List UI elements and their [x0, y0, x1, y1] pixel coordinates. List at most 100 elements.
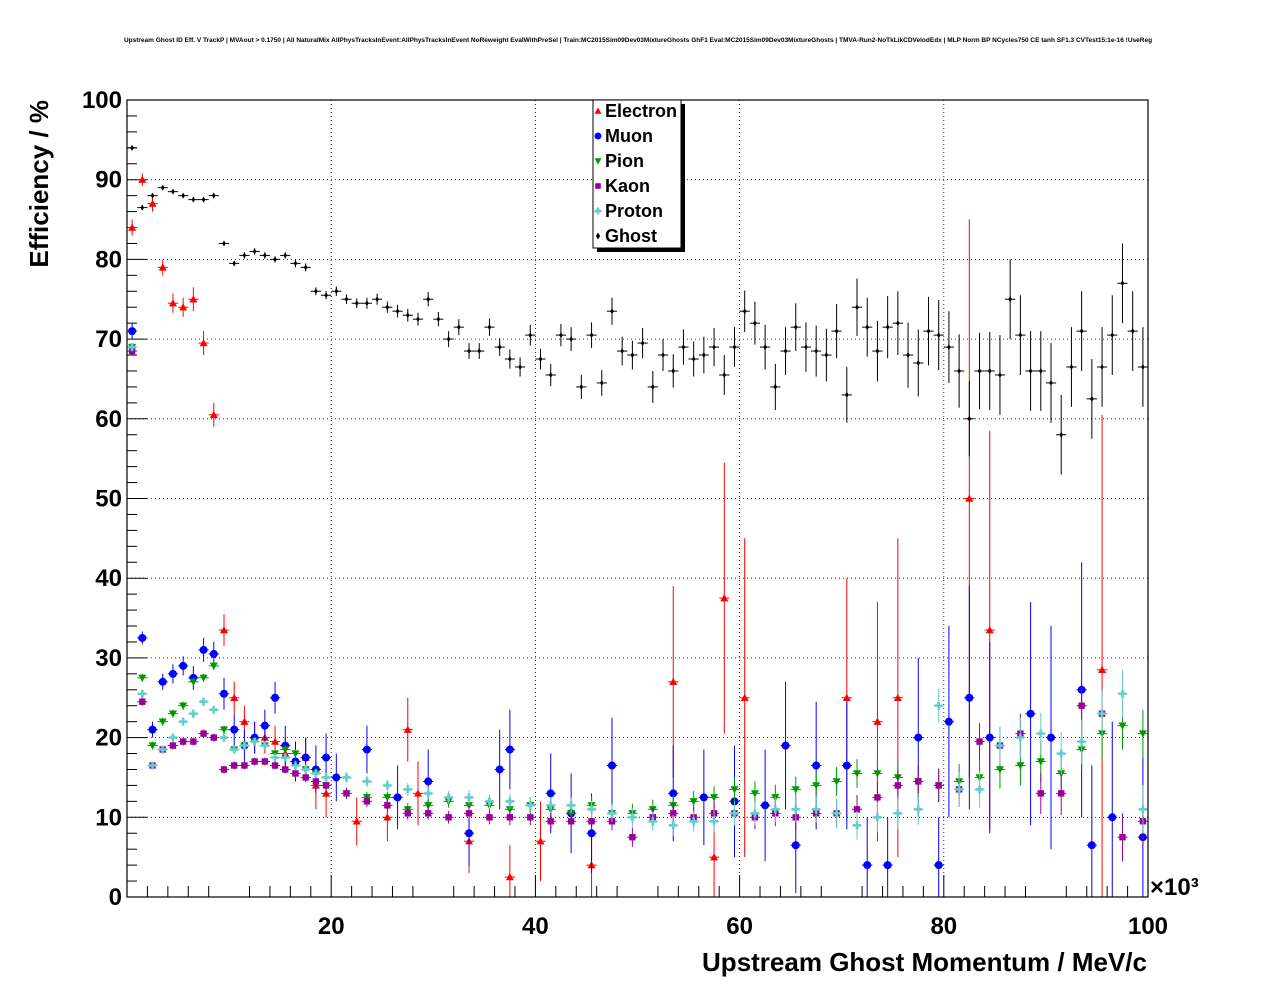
series-ghost — [127, 144, 1148, 475]
data-point — [208, 641, 219, 666]
data-point — [269, 753, 281, 762]
data-point — [188, 709, 199, 718]
x-tick-label: 80 — [930, 913, 957, 940]
data-point — [361, 775, 373, 788]
legend-label: Muon — [605, 126, 653, 146]
data-point — [239, 761, 250, 770]
data-point — [341, 294, 352, 305]
data-point — [1137, 785, 1148, 834]
data-point — [545, 797, 556, 814]
data-point — [198, 637, 209, 662]
legend: Electron Muon Pion Kaon Proton Ghost — [592, 99, 685, 252]
y-tick-label: 30 — [95, 645, 122, 672]
data-point — [1035, 331, 1046, 411]
data-point — [923, 296, 934, 366]
data-point — [566, 797, 577, 814]
grid-lines — [127, 100, 1148, 897]
data-point — [157, 184, 168, 191]
legend-marker — [594, 158, 602, 165]
data-point — [433, 312, 444, 327]
data-point — [535, 348, 546, 370]
data-point — [535, 801, 546, 882]
data-point — [739, 538, 750, 858]
data-point — [392, 765, 403, 830]
legend-entry-pion: Pion — [594, 151, 644, 171]
data-point — [412, 761, 424, 826]
data-point — [137, 631, 148, 645]
data-point — [188, 196, 199, 203]
data-point — [167, 733, 179, 742]
data-point — [208, 661, 219, 670]
data-point — [147, 761, 158, 770]
data-point — [760, 324, 771, 370]
data-point — [300, 737, 311, 778]
x-tick-label: 100 — [1128, 913, 1168, 940]
y-tick-label: 0 — [109, 884, 122, 911]
data-point — [1056, 732, 1067, 776]
data-point — [280, 753, 291, 762]
data-point — [127, 219, 138, 236]
data-point — [382, 779, 393, 791]
data-point — [423, 806, 434, 820]
legend-marker — [594, 107, 602, 114]
data-point — [596, 370, 607, 396]
data-point — [474, 343, 485, 360]
data-point — [218, 240, 230, 247]
data-point — [984, 641, 995, 834]
data-point — [729, 777, 740, 802]
data-point — [259, 709, 270, 742]
data-point — [1005, 259, 1016, 340]
data-point — [310, 287, 321, 296]
data-point — [1127, 291, 1138, 371]
series-kaon — [127, 347, 1148, 862]
data-point — [708, 327, 720, 367]
x-tick-label: 60 — [726, 913, 753, 940]
x-tick-label: 40 — [522, 913, 549, 940]
data-point — [137, 673, 148, 682]
data-point — [780, 327, 791, 375]
y-tick-label: 20 — [95, 725, 122, 752]
data-point — [525, 324, 536, 346]
data-point — [239, 252, 250, 259]
data-point — [1015, 295, 1026, 375]
data-point — [1086, 359, 1097, 439]
data-point — [729, 327, 740, 367]
data-point — [218, 677, 230, 710]
data-point — [198, 196, 209, 203]
data-point — [208, 192, 219, 199]
data-point — [351, 298, 362, 309]
y-tick-label: 70 — [95, 326, 122, 353]
data-point — [739, 290, 750, 332]
data-point — [1137, 709, 1148, 758]
data-point — [841, 701, 852, 830]
data-point — [484, 810, 495, 825]
data-point — [402, 806, 413, 820]
data-point — [811, 771, 822, 799]
legend-entry-ghost: Ghost — [595, 226, 657, 246]
data-point — [851, 810, 863, 840]
data-point — [851, 278, 863, 336]
data-point — [1076, 719, 1087, 764]
data-point — [178, 192, 189, 199]
data-point — [198, 729, 209, 738]
data-point — [484, 794, 495, 809]
data-point — [280, 252, 291, 259]
data-point — [617, 336, 628, 366]
data-point — [504, 809, 515, 826]
data-point — [892, 291, 903, 356]
data-point — [280, 765, 291, 774]
data-point — [341, 771, 352, 784]
data-point — [198, 697, 209, 706]
data-point — [229, 260, 240, 267]
data-point — [647, 811, 658, 831]
data-point — [320, 772, 332, 783]
data-point — [1137, 327, 1148, 407]
data-point — [443, 810, 454, 824]
data-point — [178, 297, 189, 317]
data-point — [749, 301, 761, 345]
data-point — [167, 188, 179, 195]
data-point — [320, 291, 332, 300]
data-point — [514, 357, 526, 377]
data-point — [770, 363, 781, 411]
data-point — [1025, 331, 1036, 411]
